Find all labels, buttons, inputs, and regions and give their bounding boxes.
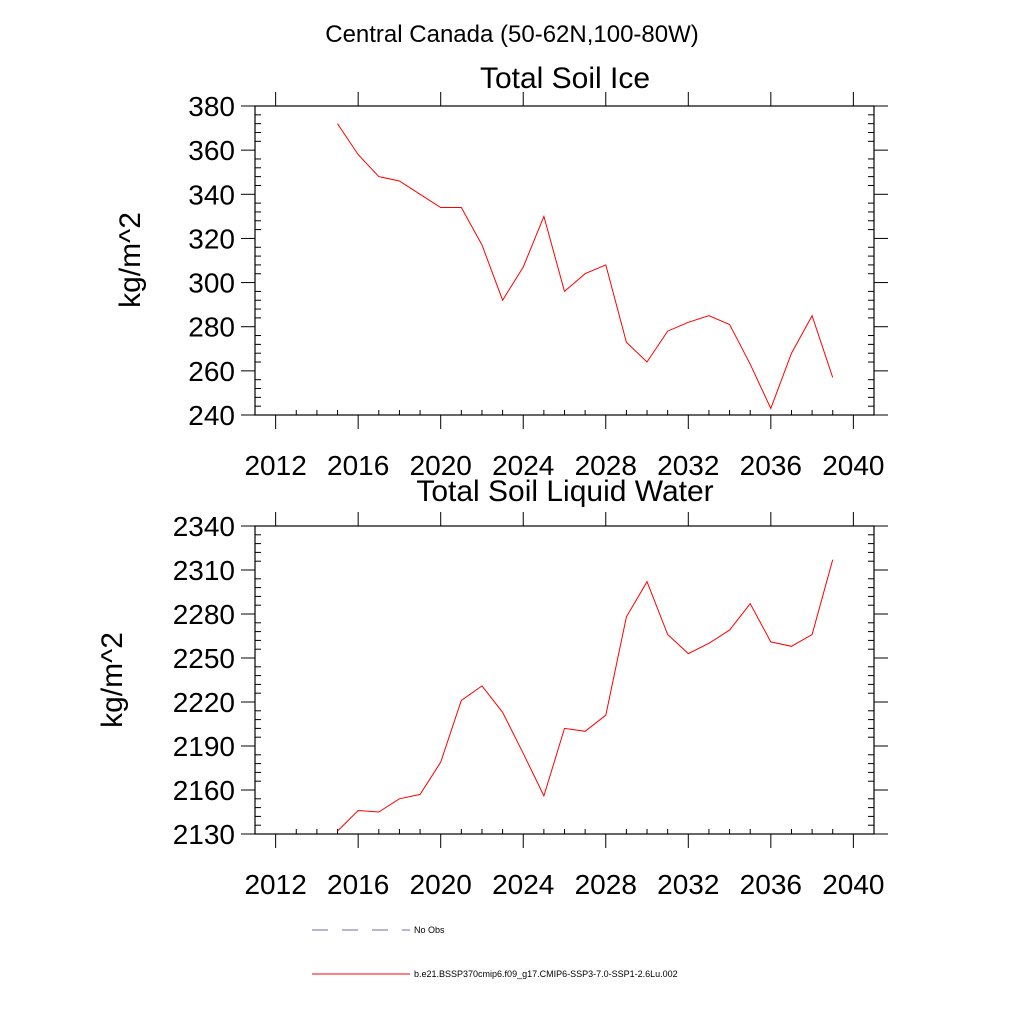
legend: No Obs b.e21.BSSP370cmip6.f09_g17.CMIP6-…: [312, 925, 678, 979]
y-tick-label: 2280: [173, 599, 235, 630]
x-tick-label: 2020: [410, 450, 472, 481]
panel-total-soil-ice: Total Soil Ice kg/m^2 2012 2016 2020 2024 20…: [114, 62, 888, 481]
x-tick-label: 2012: [244, 450, 306, 481]
x-tick-label: 2032: [657, 869, 719, 900]
panel-total-soil-liquid-water: Total Soil Liquid Water kg/m^2 2012 2016 2…: [96, 475, 888, 900]
y-tick-label: 2250: [173, 643, 235, 674]
x-tick-label: 2036: [740, 869, 802, 900]
x-tick-label: 2016: [327, 450, 389, 481]
panel-title: Total Soil Ice: [480, 62, 650, 95]
y-tick-label: 2310: [173, 555, 235, 586]
y-tick-label: 2340: [173, 511, 235, 542]
y-axis-label: kg/m^2: [96, 632, 129, 728]
figure-title: Central Canada (50-62N,100-80W): [325, 21, 699, 48]
x-tick-label: 2032: [657, 450, 719, 481]
x-tick-label: 2040: [822, 450, 884, 481]
x-tick-label: 2036: [740, 450, 802, 481]
y-tick-label: 300: [188, 268, 235, 299]
x-tick-label: 2028: [575, 869, 637, 900]
y-tick-label: 2220: [173, 687, 235, 718]
y-tick-label: 2190: [173, 731, 235, 762]
plot-frame: [254, 105, 875, 416]
x-tick-label: 2028: [575, 450, 637, 481]
x-tick-label: 2016: [327, 869, 389, 900]
plot-frame: [254, 525, 875, 835]
panel-title: Total Soil Liquid Water: [416, 475, 713, 508]
legend-label-no-obs: No Obs: [414, 925, 445, 935]
x-tick-label: 2012: [244, 869, 306, 900]
x-tick-label: 2040: [822, 869, 884, 900]
y-tick-label: 320: [188, 223, 235, 254]
y-tick-label: 280: [188, 312, 235, 343]
series-line: [337, 559, 834, 832]
y-tick-label: 2130: [173, 819, 235, 850]
x-tick-label: 2024: [492, 450, 554, 481]
y-tick-label: 380: [188, 91, 235, 122]
x-tick-label: 2020: [410, 869, 472, 900]
x-tick-label: 2024: [492, 869, 554, 900]
y-tick-label: 340: [188, 179, 235, 210]
y-axis-label: kg/m^2: [114, 212, 147, 308]
series-line: [337, 123, 834, 410]
y-tick-label: 2160: [173, 775, 235, 806]
y-tick-label: 240: [188, 400, 235, 431]
y-tick-label: 360: [188, 135, 235, 166]
legend-label-series: b.e21.BSSP370cmip6.f09_g17.CMIP6-SSP3-7.…: [414, 969, 678, 979]
y-tick-label: 260: [188, 356, 235, 387]
